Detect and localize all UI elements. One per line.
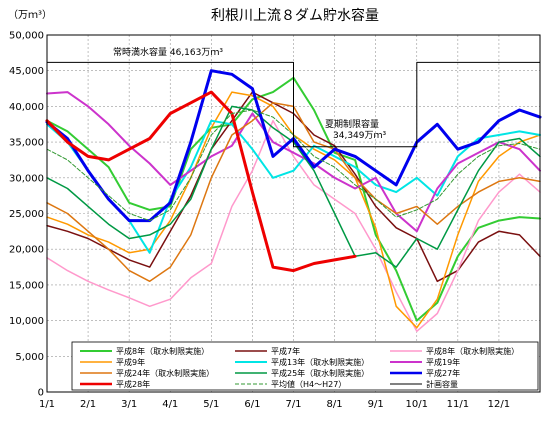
legend-label: 平成27年: [426, 368, 460, 378]
y-tick-label: 10,000: [9, 316, 44, 327]
y-tick-label: 25,000: [9, 209, 44, 220]
y-tick-label: 20,000: [9, 245, 44, 256]
series-lines: [45, 61, 542, 333]
series-line: [46, 119, 541, 333]
legend-label: 平成7年: [271, 346, 300, 356]
legend-label: 平成9年: [116, 357, 145, 367]
series-line: [45, 90, 357, 273]
legend-label: 平成25年（取水制限実施）: [271, 368, 369, 378]
chart-title: 利根川上流８ダム貯水容量: [211, 7, 379, 24]
x-tick-label: 10/1: [406, 399, 428, 410]
legend-label: 平成19年: [426, 357, 460, 367]
x-tick-label: 5/1: [203, 399, 219, 410]
legend-label: 平成13年（取水制限実施）: [271, 357, 369, 367]
x-tick-label: 9/1: [368, 399, 384, 410]
x-tick-label: 2/1: [80, 399, 96, 410]
y-tick-label: 0: [38, 388, 44, 399]
x-tick-label: 3/1: [121, 399, 137, 410]
y-tick-label: 35,000: [9, 138, 44, 149]
x-tick-label: 7/1: [285, 399, 301, 410]
x-tick-label: 4/1: [162, 399, 178, 410]
axes: 0 5,000 10,000 15,000 20,000 25,000 30,000 35,0…: [9, 31, 541, 410]
y-tick-label: 30,000: [9, 173, 44, 184]
annotations: 常時満水容量 46,163万ｍ³ 夏期制限容量 34,349万ｍ³: [113, 46, 386, 141]
legend-label: 平成28年: [116, 379, 150, 389]
legend-label: 平成24年（取水制限実施）: [116, 368, 214, 378]
legend-label: 平均値（H4～H27）: [271, 379, 346, 389]
legend-box: [71, 341, 539, 391]
x-tick-label: 11/1: [447, 399, 469, 410]
x-tick-label: 8/1: [327, 399, 343, 410]
y-tick-label: 15,000: [9, 280, 44, 291]
y-tick-label: 50,000: [9, 31, 44, 42]
plot-frame: [46, 34, 541, 393]
series-line: [46, 109, 541, 222]
y-tick-label: 40,000: [9, 102, 44, 113]
legend-label: 平成8年（取水制限実施）: [116, 346, 209, 356]
full-capacity-label: 常時満水容量 46,163万ｍ³: [113, 46, 223, 58]
y-axis-label: （万ｍ³）: [8, 9, 52, 21]
series-line: [46, 61, 541, 148]
y-tick-label: 45,000: [9, 66, 44, 77]
legend: 平成8年（取水制限実施） 平成7年 平成8年（取水制限実施）平成9年 平成13年（取水…: [80, 346, 519, 389]
legend-label: 計画容量: [426, 379, 458, 389]
y-tick-label: 5,000: [15, 352, 44, 363]
series-line: [46, 91, 541, 233]
summer-limit-value: 34,349万ｍ³: [333, 131, 386, 141]
x-tick-label: 1/1: [39, 399, 55, 410]
x-tick-label: 12/1: [488, 399, 510, 410]
legend-label: 平成8年（取水制限実施）: [426, 346, 519, 356]
x-tick-label: 6/1: [244, 399, 260, 410]
summer-limit-label: 夏期制限容量: [325, 118, 379, 130]
